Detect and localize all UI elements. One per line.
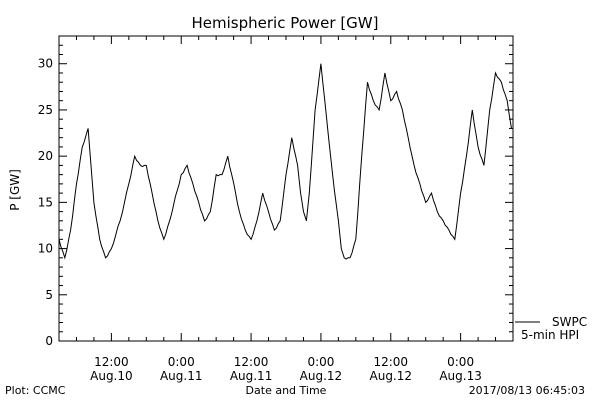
legend-hpi-label: 5-min HPI (521, 328, 579, 342)
y-tick-label: 20 (38, 149, 53, 163)
y-tick-label: 10 (38, 242, 53, 256)
x-tick-label-time: 0:00 (168, 355, 195, 369)
series-line-swpc (58, 63, 512, 260)
x-axis-label: Date and Time (246, 384, 327, 397)
chart-title: Hemispheric Power [GW] (192, 14, 379, 32)
x-tick-label-time: 0:00 (307, 355, 334, 369)
x-tick-label-date: Aug.13 (439, 369, 482, 383)
footer-timestamp: 2017/08/13 06:45:03 (469, 384, 585, 397)
y-tick-label: 25 (38, 103, 53, 117)
x-tick-label-date: Aug.11 (230, 369, 273, 383)
y-axis-label: P [GW] (8, 169, 22, 211)
x-tick-label-time: 12:00 (373, 355, 408, 369)
x-axis: 12:00Aug.100:00Aug.1112:00Aug.110:00Aug.… (58, 36, 514, 383)
legend: SWPC 5-min HPI (515, 315, 587, 342)
footer-plot-credit: Plot: CCMC (5, 384, 66, 397)
legend-swpc-label: SWPC (552, 315, 587, 329)
x-tick-label-time: 12:00 (94, 355, 129, 369)
plot-frame (58, 35, 514, 342)
x-tick-label-time: 0:00 (447, 355, 474, 369)
y-axis: 0 5 10 15 20 25 30 (38, 35, 513, 348)
y-tick-label: 15 (38, 195, 53, 209)
y-tick-label: 0 (45, 334, 53, 348)
x-tick-label-date: Aug.12 (300, 369, 343, 383)
y-tick-label: 5 (45, 288, 53, 302)
x-tick-label-time: 12:00 (234, 355, 269, 369)
x-tick-label-date: Aug.12 (370, 369, 413, 383)
x-tick-label-date: Aug.10 (90, 369, 133, 383)
x-tick-label-date: Aug.11 (160, 369, 203, 383)
y-tick-label: 30 (38, 57, 53, 71)
